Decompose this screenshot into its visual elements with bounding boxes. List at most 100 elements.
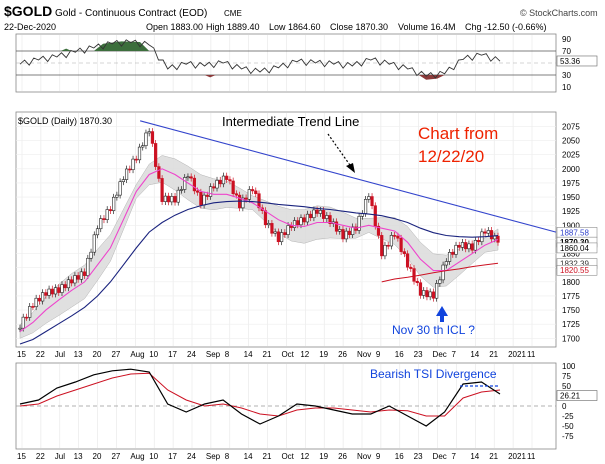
price-tick-label: 1850 (562, 250, 580, 259)
price-x-tick-label: Dec (433, 350, 447, 359)
price-x-tick-label: 2021 (508, 350, 526, 359)
tsi-x-tick-label: 8 (225, 452, 230, 461)
ohlc-field-1: High 1889.40 (206, 22, 260, 32)
tsi-tick-label: -25 (562, 412, 574, 421)
rsi-oversold-fill (418, 75, 445, 80)
rsi-tick-label: 70 (562, 47, 571, 56)
candle-body (34, 297, 38, 308)
candle-body (373, 205, 377, 227)
price-x-tick-label: Aug (130, 350, 144, 359)
price-x-tick-label: 27 (111, 350, 120, 359)
price-value-label: 1870.30 (560, 238, 589, 247)
price-x-tick-label: 23 (414, 350, 423, 359)
candle-body (241, 197, 245, 209)
candle-body (99, 218, 103, 230)
rsi-tick-label: 10 (562, 83, 571, 92)
candle-body (493, 235, 497, 240)
rsi-last-value: 53.36 (560, 57, 581, 66)
candle-body (70, 279, 74, 284)
axis-labels: 15 15 22 22 Jul Jul 13 13 20 20 27 27 Aug Aug 10 10 17 17… (17, 350, 536, 461)
candle-body (425, 290, 429, 298)
price-value-box (556, 264, 598, 276)
candle-body (347, 230, 352, 235)
candle-body (250, 189, 255, 192)
candle-body (63, 284, 67, 289)
rsi-oversold-fill-small (204, 75, 216, 78)
candle-body (31, 306, 35, 308)
candle-body (418, 282, 423, 296)
candle-body (457, 244, 461, 248)
price-tick-label: 1750 (562, 306, 580, 315)
candle-body (50, 288, 54, 295)
candle-body (451, 252, 455, 255)
candle-body (154, 143, 158, 167)
candle-body (435, 283, 439, 299)
candle-body (318, 210, 322, 214)
candle-body (312, 209, 316, 219)
candle-body (102, 218, 106, 221)
tsi-last-value: 26.21 (560, 392, 581, 401)
candle-body (24, 316, 29, 319)
candle-body (383, 244, 387, 257)
tsi-x-tick-label: 23 (414, 452, 423, 461)
candle-body (409, 266, 413, 269)
candle-body (276, 231, 280, 243)
candle-body (296, 220, 300, 226)
candle-body (344, 230, 348, 240)
candle-body (21, 316, 25, 329)
candle-body (121, 179, 125, 183)
tsi-x-tick-label: 20 (93, 452, 102, 461)
candle-body (60, 284, 64, 293)
symbol-title: $GOLD (4, 3, 52, 19)
rsi-line (19, 39, 501, 79)
tsi-tick-label: -75 (562, 432, 574, 441)
chart-from-line1: Chart from (418, 124, 498, 143)
ohlc-field-0: Open 1883.00 (146, 22, 203, 32)
candle-body (131, 158, 135, 170)
icl-annotation: Nov 30 th ICL ? (392, 323, 475, 337)
price-tick-label: 2075 (562, 122, 580, 131)
tsi-tick-label: -50 (562, 422, 574, 431)
candle-body (257, 193, 261, 209)
tsi-tick-label: 50 (562, 382, 571, 391)
tsi-x-tick-label: 16 (395, 452, 404, 461)
candle-body (234, 193, 238, 196)
price-tick-label: 1775 (562, 292, 580, 301)
candle-body (89, 251, 93, 259)
price-x-tick-label: 15 (17, 350, 26, 359)
candle-body (128, 168, 132, 171)
price-x-tick-label: 24 (187, 350, 196, 359)
price-x-tick-label: Oct (281, 350, 294, 359)
candle-body (189, 176, 193, 179)
candle-body (183, 177, 187, 190)
icl-up-arrow-icon (436, 306, 448, 322)
price-x-tick-label: 12 (300, 350, 309, 359)
trend-line-annotation: Intermediate Trend Line (222, 114, 359, 129)
exchange-label: CME (224, 9, 242, 18)
candle-body (441, 264, 445, 281)
candle-body (173, 196, 177, 203)
price-panel: 2075205020252000197519501925190018751850… (16, 120, 598, 345)
candle-body (28, 306, 32, 318)
sma-mid-line (19, 200, 499, 345)
tsi-tick-label: 0 (562, 402, 567, 411)
candle-body (412, 268, 416, 282)
tsi-x-tick-label: 19 (319, 452, 328, 461)
tsi-x-tick-label: 21 (489, 452, 498, 461)
candle-body (212, 186, 216, 189)
candle-body (221, 175, 226, 185)
price-tick-label: 1900 (562, 221, 580, 230)
candle-body (231, 180, 235, 195)
candle-body (438, 279, 442, 284)
price-tick-label: 1800 (562, 278, 580, 287)
price-x-tick-label: 9 (376, 350, 381, 359)
candle-body (376, 225, 381, 236)
contract-name: Gold - Continuous Contract (EOD) (55, 8, 207, 19)
candle-body (147, 131, 151, 134)
candle-body (186, 176, 190, 179)
candle-body (192, 177, 197, 192)
tsi-x-tick-label: 26 (338, 452, 347, 461)
price-value-label: 1887.58 (560, 228, 589, 237)
ohlc-row: Open 1883.00 High 1889.40 Low 1864.60 Close… (146, 22, 547, 32)
candle-body (144, 132, 148, 146)
